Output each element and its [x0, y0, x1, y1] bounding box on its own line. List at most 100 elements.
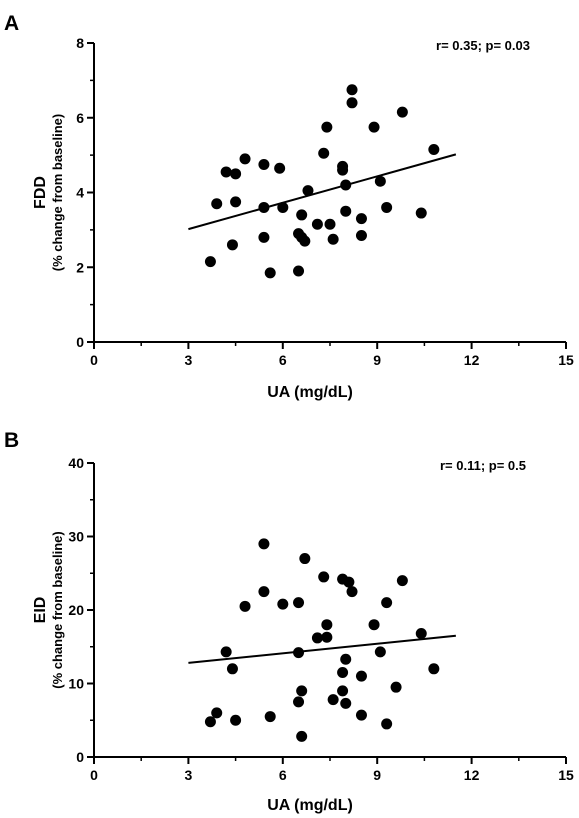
data-point — [321, 121, 333, 133]
data-point — [211, 198, 223, 210]
data-point — [258, 586, 270, 598]
data-point — [204, 716, 216, 728]
data-point — [302, 185, 314, 197]
y-tick-label: 0 — [76, 334, 84, 350]
y-axis-title: EID — [32, 597, 49, 624]
data-point — [355, 229, 367, 241]
data-point — [415, 628, 427, 640]
data-point — [277, 598, 289, 610]
data-point — [220, 646, 232, 658]
data-point — [230, 168, 242, 180]
data-point — [204, 256, 216, 268]
data-point — [264, 267, 276, 279]
data-point — [318, 147, 330, 159]
y-axis-subtitle: (% change from baseline) — [50, 114, 65, 271]
data-point — [346, 84, 358, 96]
data-point — [293, 597, 305, 609]
data-point — [324, 218, 336, 230]
y-tick-label: 30 — [68, 529, 84, 545]
x-tick-label: 0 — [90, 767, 98, 783]
data-point — [274, 162, 286, 174]
panel-label: B — [4, 429, 19, 452]
data-point — [299, 553, 311, 565]
scatter-panel-b: B 0 3 6 9 12 15 0 10 20 30 40 UA (mg/dL) EID (% change… — [4, 429, 574, 814]
x-tick-label: 6 — [279, 767, 287, 783]
data-point — [258, 201, 270, 213]
data-point — [239, 153, 251, 165]
data-point — [340, 653, 352, 665]
y-tick-label: 10 — [68, 676, 84, 692]
data-point — [355, 670, 367, 682]
y-tick-label: 2 — [76, 259, 84, 275]
y-tick-label: 0 — [76, 749, 84, 765]
data-point — [226, 663, 238, 675]
y-axis-subtitle: (% change from baseline) — [50, 531, 65, 688]
data-point — [296, 730, 308, 742]
data-point — [355, 213, 367, 225]
data-point — [318, 571, 330, 583]
data-point — [296, 209, 308, 221]
data-point — [355, 709, 367, 721]
data-point — [346, 586, 358, 598]
correlation-annotation: r= 0.11; p= 0.5 — [440, 458, 526, 473]
data-point — [311, 632, 323, 644]
x-tick-label: 3 — [185, 352, 193, 368]
data-point — [337, 685, 349, 697]
panel-label: A — [4, 12, 19, 35]
data-point — [381, 597, 393, 609]
y-tick-label: 40 — [68, 455, 84, 471]
data-point — [264, 711, 276, 723]
data-point — [321, 619, 333, 631]
data-point — [381, 718, 393, 730]
x-tick-label: 15 — [558, 767, 574, 783]
x-axis-title: UA (mg/dL) — [267, 384, 353, 401]
data-point — [428, 144, 440, 156]
data-point — [293, 647, 305, 659]
data-point — [396, 575, 408, 587]
data-point — [230, 714, 242, 726]
data-point — [368, 121, 380, 133]
data-point — [220, 166, 232, 178]
data-point — [296, 685, 308, 697]
data-point — [390, 681, 402, 693]
data-point — [337, 666, 349, 678]
scatter-panel-a: A 0 3 6 9 12 15 0 2 4 6 8 UA (mg/dL) FDD (% change fro… — [4, 12, 574, 401]
data-point — [258, 231, 270, 243]
x-axis-title: UA (mg/dL) — [267, 797, 353, 814]
x-tick-label: 12 — [464, 767, 480, 783]
data-point — [428, 663, 440, 675]
data-point — [415, 207, 427, 219]
data-point — [346, 97, 358, 109]
x-tick-label: 15 — [558, 352, 574, 368]
data-point — [311, 218, 323, 230]
data-point — [368, 619, 380, 631]
data-point — [343, 576, 355, 588]
data-point — [340, 179, 352, 191]
data-point — [258, 538, 270, 550]
y-tick-label: 6 — [76, 110, 84, 126]
x-tick-label: 9 — [373, 352, 381, 368]
x-tick-label: 12 — [464, 352, 480, 368]
data-point — [211, 707, 223, 719]
data-point — [226, 239, 238, 251]
y-axis-title: FDD — [32, 176, 49, 209]
y-tick-label: 4 — [76, 185, 84, 201]
data-point — [277, 201, 289, 213]
x-tick-label: 3 — [185, 767, 193, 783]
data-point — [239, 600, 251, 612]
data-point — [396, 106, 408, 118]
data-point — [293, 696, 305, 708]
y-tick-label: 8 — [76, 35, 84, 51]
data-point — [321, 631, 333, 643]
data-point — [299, 235, 311, 247]
x-tick-label: 9 — [373, 767, 381, 783]
data-point — [337, 160, 349, 172]
data-point — [327, 694, 339, 706]
data-point — [230, 196, 242, 208]
correlation-annotation: r= 0.35; p= 0.03 — [436, 38, 530, 53]
data-point — [340, 697, 352, 709]
data-point — [374, 175, 386, 187]
data-point — [258, 158, 270, 170]
x-tick-label: 6 — [279, 352, 287, 368]
